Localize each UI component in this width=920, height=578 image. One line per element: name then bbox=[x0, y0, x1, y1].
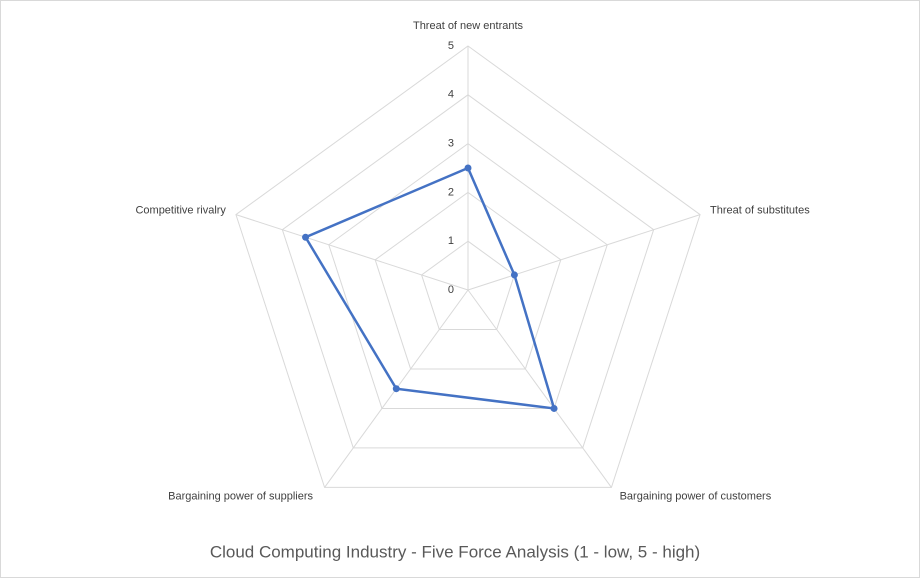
category-label: Bargaining power of suppliers bbox=[168, 490, 313, 502]
spoke bbox=[467, 289, 612, 488]
data-point bbox=[302, 233, 310, 241]
r-tick-label: 2 bbox=[448, 186, 454, 198]
grid-ring bbox=[235, 45, 701, 488]
grid-ring bbox=[374, 191, 562, 370]
r-tick-label: 5 bbox=[448, 40, 454, 52]
category-label: Threat of substitutes bbox=[710, 205, 810, 217]
grid-ring bbox=[281, 94, 655, 449]
spoke bbox=[467, 214, 701, 291]
r-tick-label: 0 bbox=[448, 284, 454, 296]
category-label: Competitive rivalry bbox=[135, 205, 226, 217]
category-label: Threat of new entrants bbox=[413, 20, 524, 32]
category-label: Bargaining power of customers bbox=[620, 490, 772, 502]
r-tick-label: 4 bbox=[448, 89, 454, 101]
grid-ring bbox=[421, 240, 515, 330]
series-line bbox=[303, 166, 556, 410]
spoke bbox=[235, 214, 469, 291]
r-tick-label: 1 bbox=[448, 235, 454, 247]
data-point bbox=[392, 385, 400, 393]
data-point bbox=[510, 271, 518, 279]
data-point bbox=[550, 404, 558, 412]
chart-title: Cloud Computing Industry - Five Force An… bbox=[210, 542, 700, 561]
r-tick-label: 3 bbox=[448, 138, 454, 150]
data-point bbox=[464, 164, 472, 172]
grid-ring bbox=[328, 142, 608, 409]
